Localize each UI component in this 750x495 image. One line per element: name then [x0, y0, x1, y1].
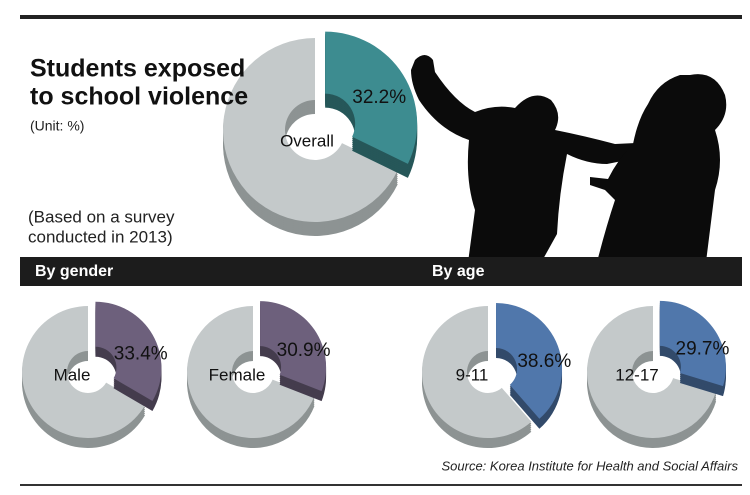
slice	[260, 301, 327, 392]
bottom-rule	[20, 484, 742, 486]
donut-remainder	[223, 38, 398, 223]
value-label: 38.6%	[517, 351, 571, 372]
section-band	[20, 257, 742, 286]
value-label: 30.9%	[277, 340, 331, 361]
value-label: 29.7%	[676, 338, 730, 359]
donut-chart: Female 30.9%	[187, 301, 331, 449]
silhouettes	[411, 55, 727, 271]
unit: (Unit: %)	[30, 118, 84, 134]
slice-label: 12-17	[615, 365, 658, 384]
note: conducted in 2013)	[28, 227, 173, 246]
donut-remainder	[187, 306, 315, 439]
slice-label: 9-11	[456, 365, 489, 384]
slice	[496, 302, 563, 419]
section-heading: By gender	[35, 263, 113, 280]
slice	[95, 301, 162, 401]
top-rule	[20, 15, 742, 19]
donut-chart: Overall 32.2%	[223, 31, 418, 237]
slice	[325, 31, 418, 164]
note: (Based on a survey	[28, 207, 175, 226]
value-label: 33.4%	[114, 343, 168, 364]
title: Students exposed	[30, 55, 245, 83]
slice-label: Female	[209, 365, 266, 384]
slice-label: Overall	[280, 131, 334, 150]
donut-remainder	[586, 306, 717, 438]
silhouette-left	[411, 55, 657, 270]
title: to school violence	[30, 83, 248, 111]
donut-chart: 12-17 29.7%	[586, 300, 730, 448]
donut-chart: Male 33.4%	[22, 301, 168, 448]
slice	[659, 300, 726, 387]
donut-chart: 9-11 38.6%	[421, 302, 571, 448]
donut-remainder	[22, 306, 146, 439]
section-heading: By age	[432, 263, 485, 280]
donut-remainder	[421, 306, 532, 438]
silhouette-right	[590, 74, 727, 271]
donut-layer: Overall 32.2% Male 33.4% Female 30.9% 9-11 38.6…	[22, 31, 730, 449]
source: Source: Korea Institute for Health and S…	[441, 458, 738, 473]
value-label: 32.2%	[352, 87, 406, 108]
slice-label: Male	[54, 365, 91, 384]
